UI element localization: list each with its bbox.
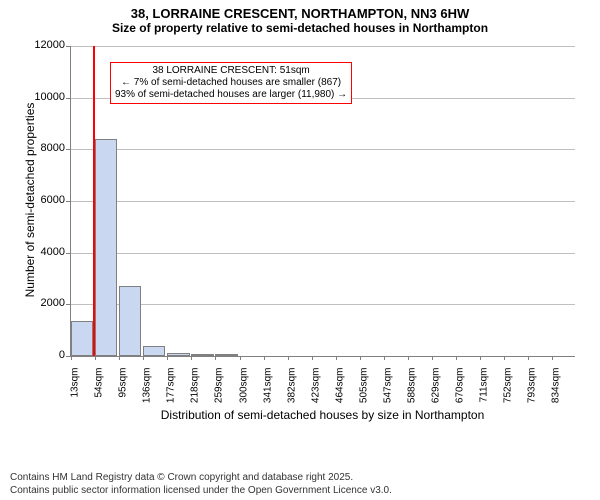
y-tick-label: 10000 — [25, 91, 65, 103]
x-tick-mark — [480, 356, 481, 360]
x-tick-mark — [240, 356, 241, 360]
x-tick-mark — [384, 356, 385, 360]
chart-subtitle: Size of property relative to semi-detach… — [0, 21, 600, 39]
footer-line-1: Contains HM Land Registry data © Crown c… — [10, 472, 353, 483]
x-tick-mark — [456, 356, 457, 360]
y-tick-label: 0 — [25, 349, 65, 361]
y-tick-mark — [66, 98, 70, 99]
x-tick-mark — [288, 356, 289, 360]
annotation-box: 38 LORRAINE CRESCENT: 51sqm← 7% of semi-… — [110, 62, 352, 104]
x-tick-label: 505sqm — [358, 368, 369, 412]
x-tick-label: 711sqm — [479, 368, 490, 412]
x-tick-label: 54sqm — [94, 368, 105, 412]
x-tick-mark — [167, 356, 168, 360]
x-tick-mark — [552, 356, 553, 360]
chart-container: 38, LORRAINE CRESCENT, NORTHAMPTON, NN3 … — [0, 0, 600, 500]
x-tick-label: 588sqm — [406, 368, 417, 412]
x-tick-mark — [191, 356, 192, 360]
y-tick-label: 6000 — [25, 194, 65, 206]
x-tick-mark — [360, 356, 361, 360]
histogram-bar — [119, 286, 141, 356]
y-tick-label: 12000 — [25, 39, 65, 51]
x-tick-label: 95sqm — [118, 368, 129, 412]
annotation-line: 38 LORRAINE CRESCENT: 51sqm — [115, 65, 347, 77]
x-tick-label: 177sqm — [166, 368, 177, 412]
y-tick-label: 8000 — [25, 142, 65, 154]
gridline — [70, 149, 575, 150]
gridline — [70, 201, 575, 202]
y-tick-mark — [66, 46, 70, 47]
x-tick-label: 218sqm — [190, 368, 201, 412]
x-tick-label: 136sqm — [142, 368, 153, 412]
x-tick-mark — [95, 356, 96, 360]
x-tick-label: 259sqm — [214, 368, 225, 412]
x-tick-label: 670sqm — [454, 368, 465, 412]
x-tick-mark — [312, 356, 313, 360]
footer-line-2: Contains public sector information licen… — [10, 485, 392, 496]
property-marker-line — [93, 46, 95, 356]
x-tick-label: 834sqm — [551, 368, 562, 412]
x-axis-line — [70, 356, 575, 357]
x-tick-mark — [528, 356, 529, 360]
x-tick-mark — [408, 356, 409, 360]
y-tick-mark — [66, 304, 70, 305]
y-tick-label: 4000 — [25, 246, 65, 258]
x-tick-label: 464sqm — [334, 368, 345, 412]
x-tick-label: 300sqm — [238, 368, 249, 412]
x-tick-mark — [504, 356, 505, 360]
y-tick-label: 2000 — [25, 297, 65, 309]
y-axis-line — [70, 46, 71, 356]
y-tick-mark — [66, 201, 70, 202]
annotation-line: 93% of semi-detached houses are larger (… — [115, 89, 347, 101]
chart-title: 38, LORRAINE CRESCENT, NORTHAMPTON, NN3 … — [0, 0, 600, 21]
histogram-bar — [143, 346, 165, 356]
x-tick-label: 629sqm — [430, 368, 441, 412]
x-tick-label: 423sqm — [310, 368, 321, 412]
x-tick-mark — [119, 356, 120, 360]
y-tick-mark — [66, 356, 70, 357]
x-tick-label: 752sqm — [503, 368, 514, 412]
x-tick-label: 13sqm — [70, 368, 81, 412]
x-tick-mark — [215, 356, 216, 360]
annotation-line: ← 7% of semi-detached houses are smaller… — [115, 77, 347, 89]
y-tick-mark — [66, 149, 70, 150]
x-tick-label: 382sqm — [286, 368, 297, 412]
x-tick-label: 341sqm — [262, 368, 273, 412]
x-tick-mark — [432, 356, 433, 360]
gridline — [70, 253, 575, 254]
histogram-bar — [95, 139, 117, 356]
x-tick-mark — [336, 356, 337, 360]
x-tick-label: 547sqm — [382, 368, 393, 412]
gridline — [70, 304, 575, 305]
x-tick-label: 793sqm — [527, 368, 538, 412]
x-tick-mark — [264, 356, 265, 360]
y-tick-mark — [66, 253, 70, 254]
histogram-bar — [71, 321, 93, 356]
gridline — [70, 46, 575, 47]
x-tick-mark — [143, 356, 144, 360]
x-tick-mark — [71, 356, 72, 360]
